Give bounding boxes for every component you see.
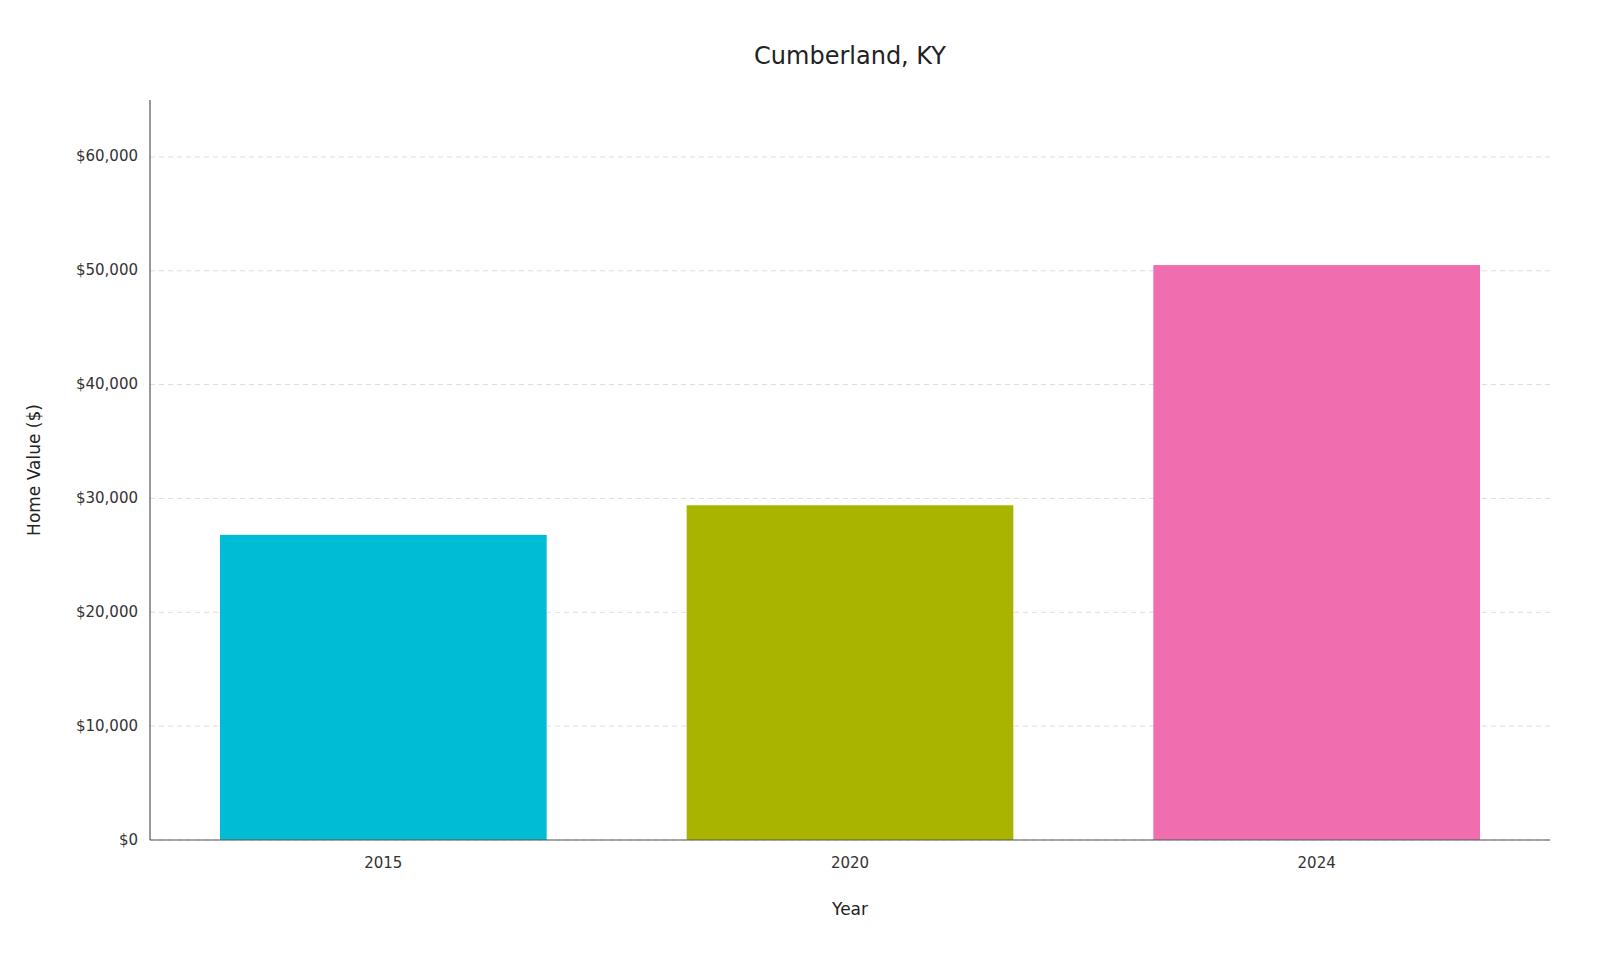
bar — [220, 535, 547, 840]
title: Cumberland, KY — [754, 42, 946, 70]
y-tick-label: $40,000 — [76, 375, 138, 393]
bar — [687, 505, 1014, 840]
y-tick-label: $20,000 — [76, 603, 138, 621]
grid-line — [150, 840, 1550, 841]
x-tick-labels: 2015 2020 2024 — [364, 854, 1336, 872]
x-tick-label: 2020 — [831, 854, 869, 872]
y-axis-line — [149, 100, 150, 840]
y-tick-label: $30,000 — [76, 489, 138, 507]
x-tick-label: 2024 — [1298, 854, 1336, 872]
y-tick-label: $10,000 — [76, 717, 138, 735]
x-axis-label: Year — [831, 899, 868, 919]
bars — [220, 265, 1480, 840]
x-tick-label: 2015 — [364, 854, 402, 872]
y-tick-label: $50,000 — [76, 261, 138, 279]
y-axis-label: Home Value ($) — [24, 404, 44, 536]
y-grid — [150, 157, 1550, 840]
y-tick-label: $0 — [119, 831, 138, 849]
grid-line — [150, 156, 1550, 157]
chart-container: $0 $10,000 $20,000 $30,000 $40,000 $50,000 $60… — [0, 0, 1600, 960]
y-tick-label: $60,000 — [76, 147, 138, 165]
background — [0, 0, 1600, 960]
y-tick-labels: $0 $10,000 $20,000 $30,000 $40,000 $50,000 $60… — [76, 147, 138, 848]
chart-svg: $0 $10,000 $20,000 $30,000 $40,000 $50,000 $60… — [0, 0, 1600, 960]
x-axis-line — [150, 839, 1550, 840]
bar — [1153, 265, 1480, 840]
